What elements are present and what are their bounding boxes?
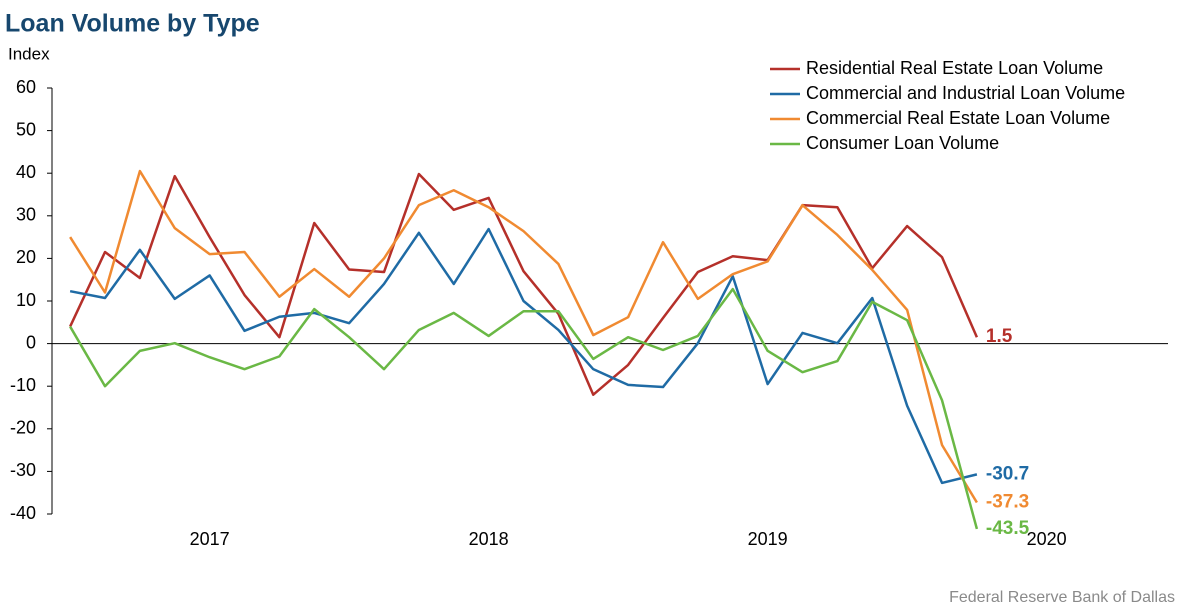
x-tick-label: 2019 bbox=[748, 529, 788, 549]
y-tick-label: -40 bbox=[10, 503, 36, 523]
y-tick-label: -10 bbox=[10, 375, 36, 395]
y-tick-label: 20 bbox=[16, 247, 36, 267]
y-tick-label: -30 bbox=[10, 460, 36, 480]
y-tick-label: -20 bbox=[10, 418, 36, 438]
end-label: -43.5 bbox=[986, 518, 1030, 539]
y-tick-label: 10 bbox=[16, 290, 36, 310]
legend-label: Consumer Loan Volume bbox=[806, 133, 999, 153]
y-axis-label: Index bbox=[8, 44, 50, 63]
end-label: 1.5 bbox=[986, 326, 1013, 347]
series-line bbox=[69, 169, 978, 504]
end-label: -37.3 bbox=[986, 492, 1029, 513]
series-line bbox=[69, 227, 978, 485]
y-tick-label: 50 bbox=[16, 119, 36, 139]
legend-label: Commercial and Industrial Loan Volume bbox=[806, 83, 1125, 103]
x-tick-label: 2018 bbox=[469, 529, 509, 549]
x-tick-label: 2020 bbox=[1027, 529, 1067, 549]
x-tick-label: 2017 bbox=[190, 529, 230, 549]
y-tick-label: 30 bbox=[16, 205, 36, 225]
end-label: -30.7 bbox=[986, 463, 1029, 484]
y-tick-label: 40 bbox=[16, 162, 36, 182]
y-tick-label: 60 bbox=[16, 77, 36, 97]
series-line bbox=[69, 172, 979, 396]
source: Federal Reserve Bank of Dallas bbox=[949, 589, 1175, 606]
series-line bbox=[69, 287, 979, 530]
legend-label: Residential Real Estate Loan Volume bbox=[806, 58, 1103, 78]
y-tick-label: 0 bbox=[26, 332, 36, 352]
chart-title: Loan Volume by Type bbox=[5, 10, 260, 38]
legend-label: Commercial Real Estate Loan Volume bbox=[806, 108, 1110, 128]
